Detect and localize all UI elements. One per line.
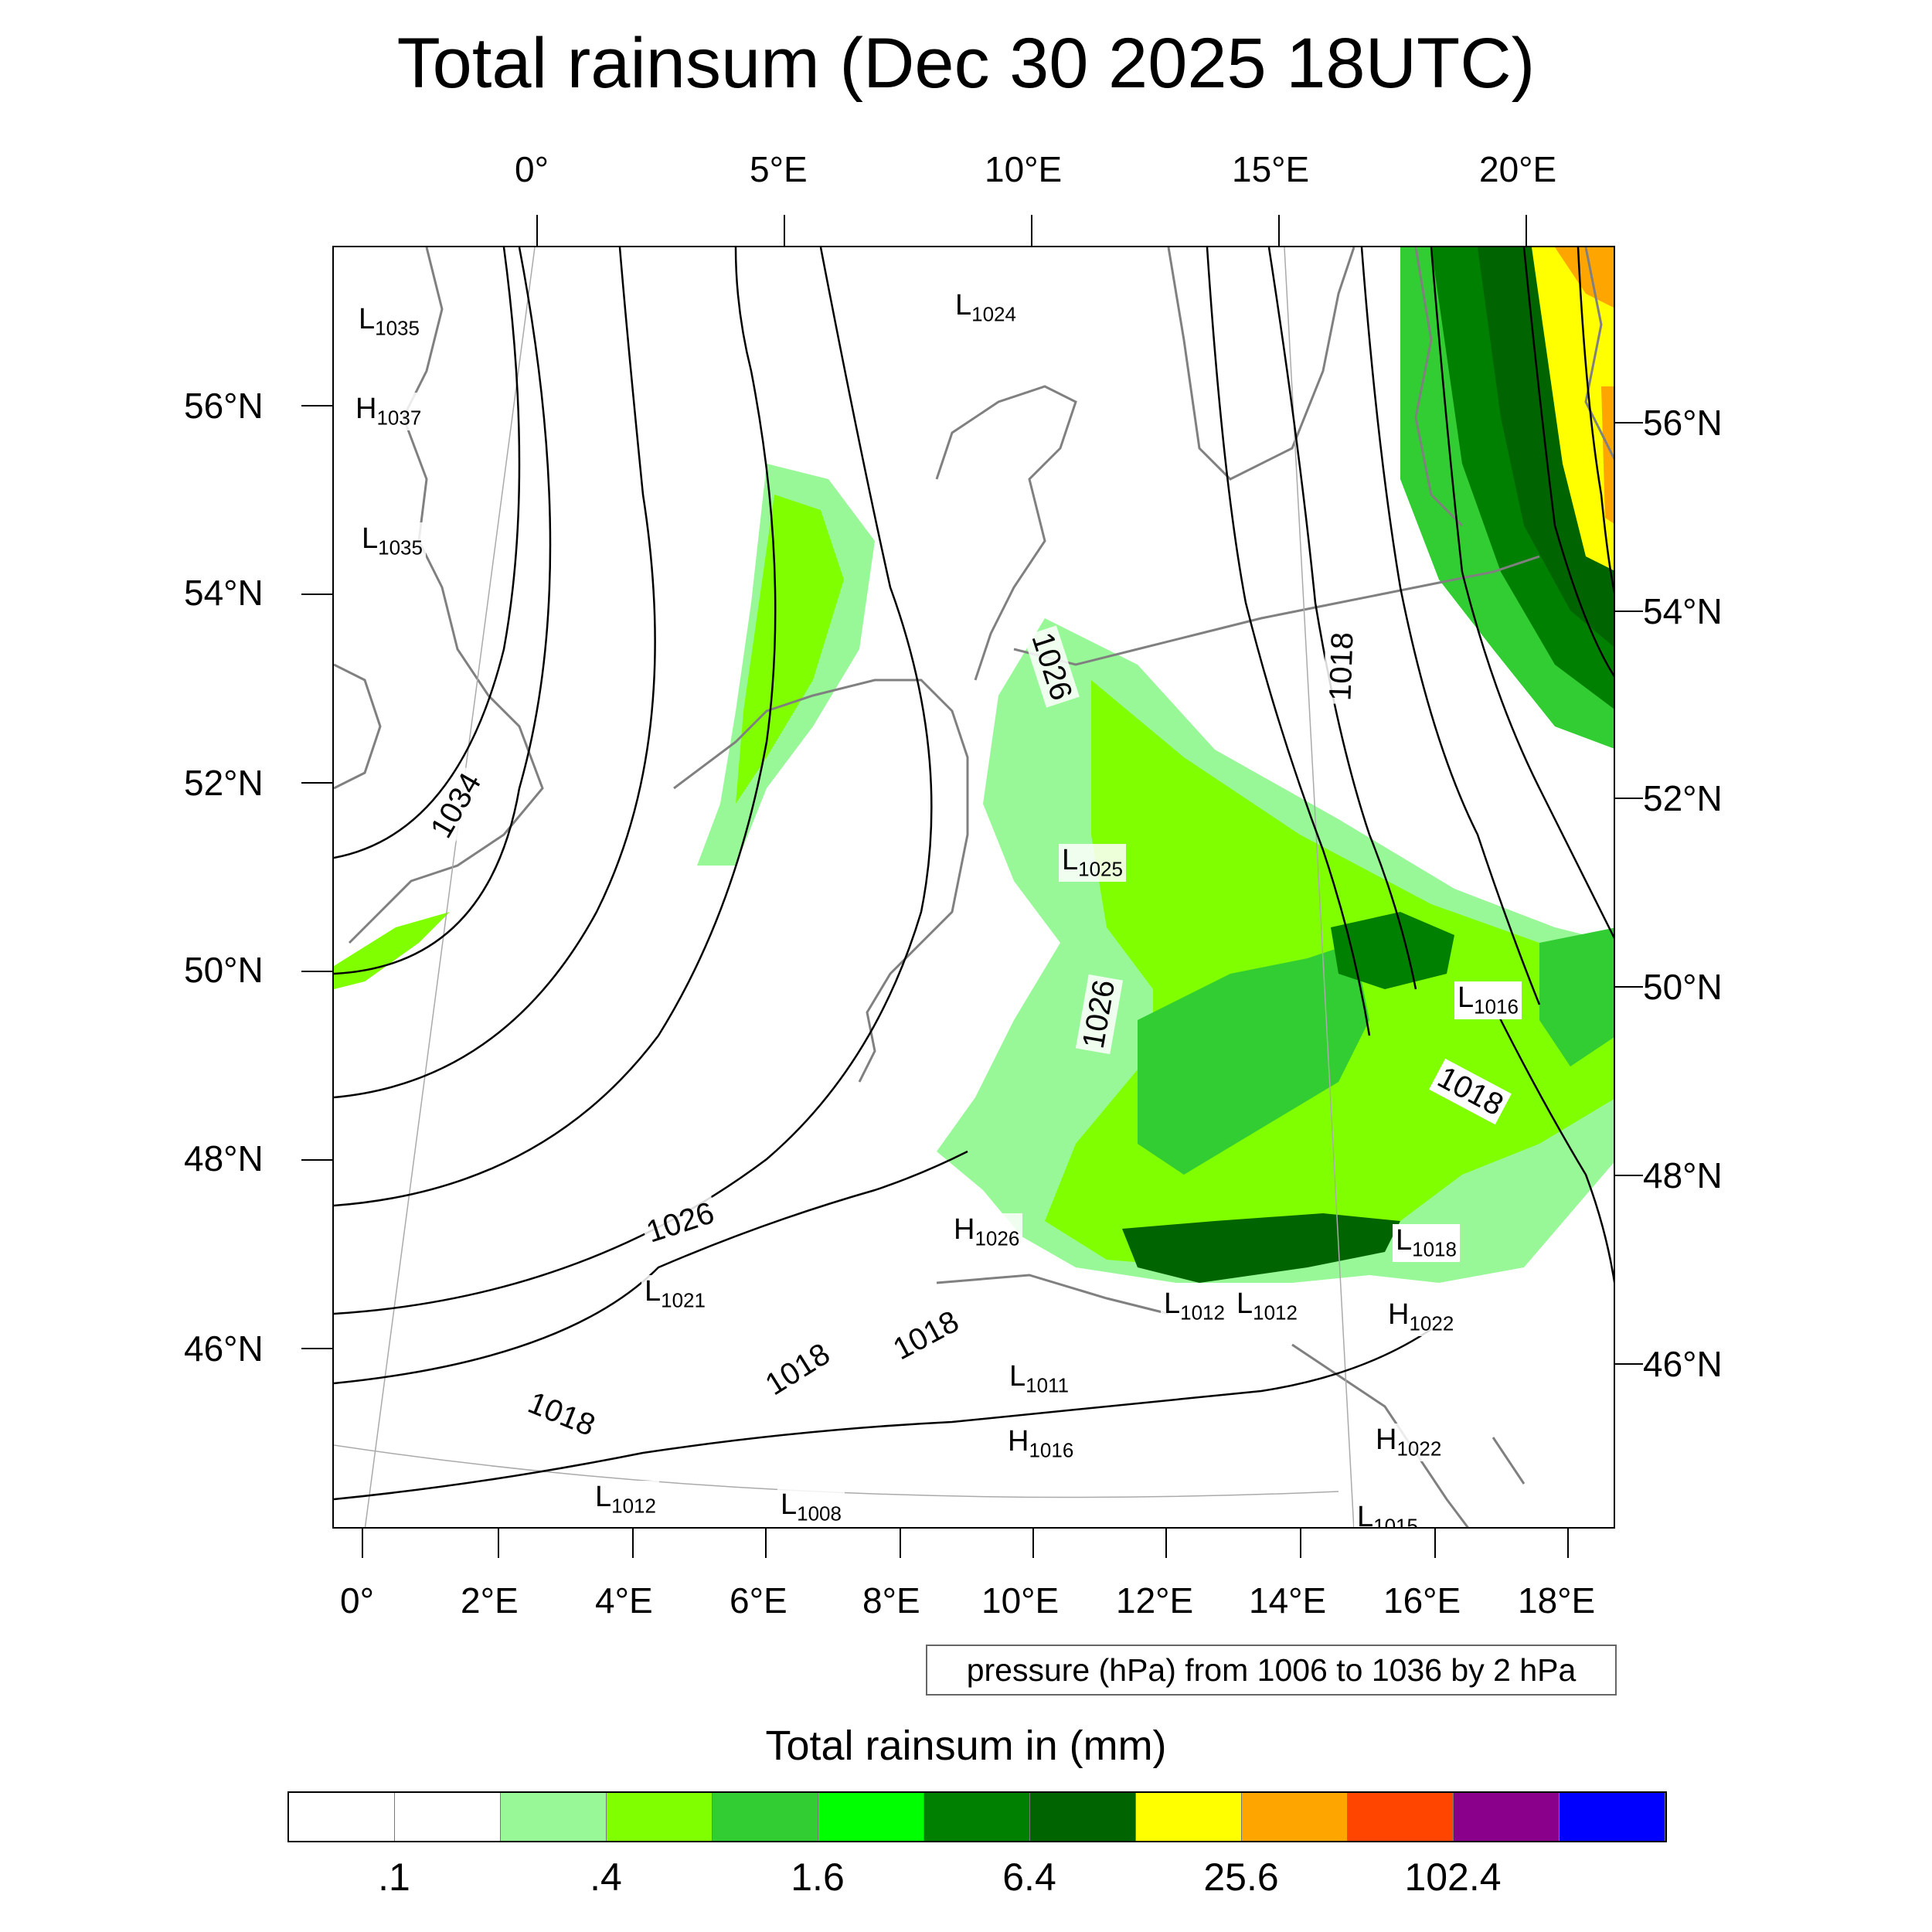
bottom-axis-label: 8°E xyxy=(862,1580,920,1621)
top-axis-label: 20°E xyxy=(1479,149,1557,189)
left-axis-label: 46°N xyxy=(184,1328,264,1369)
colorbar-label: 102.4 xyxy=(1404,1855,1502,1899)
rain-area-alps xyxy=(1122,1213,1400,1283)
isobar-layer xyxy=(334,247,1614,1501)
pressure-low-label: L1012 xyxy=(1233,1287,1301,1325)
colorbar-title: Total rainsum in (mm) xyxy=(765,1723,1167,1769)
pressure-low-label: L1015 xyxy=(1354,1501,1421,1527)
rain-band-northsea-core xyxy=(736,495,844,804)
pressure-high-label: H1026 xyxy=(951,1213,1023,1251)
top-axis-label: 0° xyxy=(515,149,549,189)
bottom-axis-label: 14°E xyxy=(1249,1580,1327,1621)
pressure-low-label: L1035 xyxy=(359,522,426,560)
pressure-low-label: L1011 xyxy=(1006,1360,1073,1398)
pressure-low-label: L1021 xyxy=(641,1275,709,1313)
top-axis-label: 15°E xyxy=(1232,149,1310,189)
colorbar-box xyxy=(501,1793,607,1841)
pressure-low-label: L1035 xyxy=(355,303,423,341)
top-axis-label: 5°E xyxy=(750,149,808,189)
bottom-axis-label: 6°E xyxy=(730,1580,787,1621)
bottom-axis-label: 18°E xyxy=(1518,1580,1596,1621)
right-axis-label: 56°N xyxy=(1643,403,1723,443)
pressure-low-label: L1012 xyxy=(1161,1287,1228,1325)
right-axis-label: 46°N xyxy=(1643,1344,1723,1384)
bottom-axis-label: 0° xyxy=(340,1580,374,1621)
top-axis-label: 10°E xyxy=(985,149,1063,189)
pressure-low-label: L1008 xyxy=(777,1488,845,1526)
colorbar-box xyxy=(1030,1793,1136,1841)
map-title: Total rainsum (Dec 30 2025 18UTC) xyxy=(396,24,1536,103)
right-axis-label: 52°N xyxy=(1643,778,1723,818)
rain-area-baltic-max xyxy=(1532,247,1614,570)
pressure-high-label: H1022 xyxy=(1385,1298,1458,1336)
right-axis-label: 48°N xyxy=(1643,1155,1723,1196)
pressure-high-label: H1037 xyxy=(352,393,425,430)
rain-field-layer xyxy=(334,247,1614,1283)
colorbar-box xyxy=(924,1793,1030,1841)
pressure-low-label: L1016 xyxy=(1454,981,1522,1019)
map-canvas xyxy=(334,247,1614,1527)
colorbar-box xyxy=(713,1793,818,1841)
map-panel: L1035 H1037 L1035 L1024 L1025 L1016 H102… xyxy=(332,246,1615,1529)
right-axis-label: 50°N xyxy=(1643,967,1723,1007)
colorbar-label: .4 xyxy=(590,1855,622,1899)
left-axis-label: 52°N xyxy=(184,763,264,803)
bottom-axis-label: 2°E xyxy=(461,1580,519,1621)
bottom-axis-label: 16°E xyxy=(1383,1580,1461,1621)
rain-area-czech xyxy=(1331,912,1454,989)
pressure-high-label: H1022 xyxy=(1372,1423,1445,1461)
colorbar-label: .1 xyxy=(378,1855,410,1899)
colorbar-box xyxy=(818,1793,924,1841)
colorbar-box xyxy=(1242,1793,1348,1841)
isobar-label: 1018 xyxy=(1323,628,1361,705)
left-axis-label: 50°N xyxy=(184,950,264,990)
bottom-axis-label: 12°E xyxy=(1116,1580,1194,1621)
pressure-high-label: H1016 xyxy=(1005,1425,1077,1463)
pressure-low-label: L1018 xyxy=(1393,1224,1460,1262)
left-axis-label: 54°N xyxy=(184,573,264,613)
colorbar-label: 1.6 xyxy=(791,1855,845,1899)
colorbar-box xyxy=(1560,1793,1665,1841)
colorbar-box xyxy=(607,1793,713,1841)
bottom-axis-label: 10°E xyxy=(981,1580,1060,1621)
pressure-low-label: L1012 xyxy=(592,1481,659,1519)
bottom-axis-label: 4°E xyxy=(595,1580,653,1621)
rain-area-central-heavy xyxy=(1138,943,1369,1175)
colorbar-label: 25.6 xyxy=(1203,1855,1279,1899)
right-axis-label: 54°N xyxy=(1643,591,1723,631)
rain-area-baltic-peak2 xyxy=(1601,386,1614,524)
colorbar xyxy=(287,1791,1667,1842)
pressure-low-label: L1024 xyxy=(952,289,1019,327)
colorbar-box xyxy=(1136,1793,1242,1841)
left-axis-label: 48°N xyxy=(184,1138,264,1179)
rain-area-east xyxy=(1539,927,1614,1066)
colorbar-box xyxy=(1454,1793,1560,1841)
rain-area-baltic-peak xyxy=(1555,247,1614,308)
contour-info-box: pressure (hPa) from 1006 to 1036 by 2 hP… xyxy=(926,1645,1617,1696)
colorbar-label: 6.4 xyxy=(1002,1855,1056,1899)
rain-band-west xyxy=(334,912,450,989)
left-axis-label: 56°N xyxy=(184,386,264,426)
colorbar-box xyxy=(395,1793,501,1841)
pressure-low-label: L1025 xyxy=(1059,844,1126,882)
colorbar-box xyxy=(1348,1793,1454,1841)
colorbar-box xyxy=(289,1793,395,1841)
